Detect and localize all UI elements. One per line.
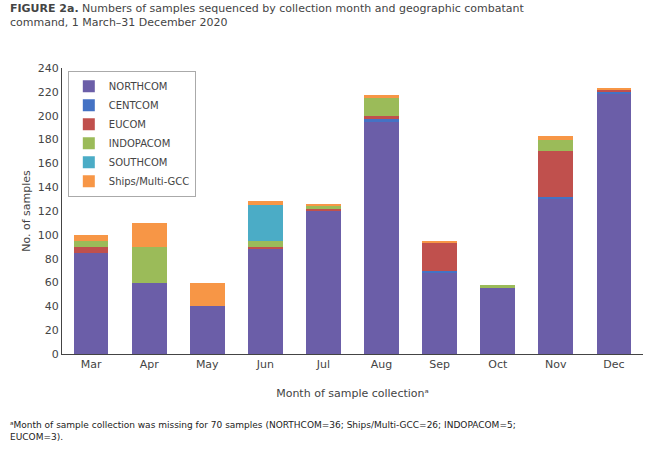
svg-text:Sep: Sep (429, 358, 450, 371)
svg-text:0: 0 (52, 348, 59, 361)
svg-text:Dec: Dec (603, 358, 624, 371)
svg-text:120: 120 (38, 205, 59, 218)
svg-text:Aug: Aug (371, 358, 392, 371)
svg-text:100: 100 (38, 229, 59, 242)
svg-text:FIGURE 2a. Numbers of samples: FIGURE 2a. Numbers of samples sequenced … (10, 2, 525, 29)
svg-text:140: 140 (38, 181, 59, 194)
svg-text:Oct: Oct (488, 358, 508, 371)
svg-text:EUCOM: EUCOM (109, 119, 146, 130)
svg-text:Jun: Jun (256, 358, 274, 371)
svg-text:80: 80 (45, 253, 59, 266)
svg-text:220: 220 (38, 86, 59, 99)
svg-text:Ships/Multi-GCC: Ships/Multi-GCC (109, 176, 190, 187)
svg-text:ᵃMonth of sample collection wa: ᵃMonth of sample collection was missing … (10, 420, 516, 442)
svg-text:20: 20 (45, 324, 59, 337)
svg-text:NORTHCOM: NORTHCOM (109, 81, 168, 92)
svg-text:200: 200 (38, 110, 59, 123)
svg-text:Nov: Nov (545, 358, 567, 371)
svg-text:SOUTHCOM: SOUTHCOM (109, 157, 168, 168)
svg-text:40: 40 (45, 300, 59, 313)
svg-text:May: May (196, 358, 219, 371)
svg-text:240: 240 (38, 62, 59, 75)
svg-text:INDOPACOM: INDOPACOM (109, 138, 171, 149)
svg-text:No. of samples: No. of samples (20, 170, 33, 252)
svg-text:160: 160 (38, 157, 59, 170)
svg-text:Month of sample collectionᵃ: Month of sample collectionᵃ (276, 387, 429, 400)
svg-text:Mar: Mar (81, 358, 102, 371)
svg-text:Jul: Jul (316, 358, 330, 371)
svg-text:Apr: Apr (140, 358, 160, 371)
svg-text:60: 60 (45, 276, 59, 289)
svg-text:CENTCOM: CENTCOM (109, 100, 159, 111)
svg-text:180: 180 (38, 133, 59, 146)
